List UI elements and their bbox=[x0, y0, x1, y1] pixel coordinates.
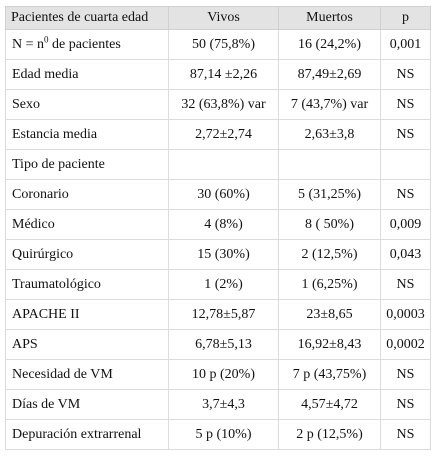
cell-alive: 4 (8%) bbox=[168, 209, 279, 240]
row-label-text: Sexo bbox=[12, 96, 40, 112]
row-label-text: Coronario bbox=[12, 186, 69, 202]
table-row: Estancia media 2,72±2,74 2,63±3,8 NS bbox=[5, 119, 431, 150]
cell-p-value: 0,0002 bbox=[380, 329, 431, 360]
row-label: Estancia media bbox=[5, 119, 169, 150]
table-row: Días de VM 3,7±4,3 4,57±4,72 NS bbox=[5, 389, 431, 420]
table-row: Tipo de paciente bbox=[5, 149, 431, 180]
cell-p-value: NS bbox=[380, 119, 431, 150]
row-label-text: Traumatológico bbox=[12, 276, 101, 292]
table-row: APACHE II 12,78±5,87 23±8,65 0,0003 bbox=[5, 299, 431, 330]
row-label: N = n0 de pacientes bbox=[5, 29, 169, 60]
cell-p-value: 0,001 bbox=[380, 29, 431, 60]
table-header: Pacientes de cuarta edad Vivos Muertos p bbox=[5, 6, 431, 30]
cell-p-value: NS bbox=[380, 59, 431, 90]
row-label-text: Estancia media bbox=[12, 126, 98, 142]
table-row: Traumatológico 1 (2%) 1 (6,25%) NS bbox=[5, 269, 431, 300]
cell-p-value: NS bbox=[380, 419, 431, 450]
row-label-text: APACHE II bbox=[12, 306, 80, 322]
header-alive: Vivos bbox=[168, 6, 279, 30]
cell-p-value: 0,0003 bbox=[380, 299, 431, 330]
cell-p-value: NS bbox=[380, 269, 431, 300]
cell-alive: 12,78±5,87 bbox=[168, 299, 279, 330]
cell-dead: 16,92±8,43 bbox=[278, 329, 381, 360]
table-row: Sexo 32 (63,8%) var 7 (43,7%) var NS bbox=[5, 89, 431, 120]
row-label: APACHE II bbox=[5, 299, 169, 330]
row-label: Tipo de paciente bbox=[5, 149, 169, 180]
row-label: Días de VM bbox=[5, 389, 169, 420]
cell-alive: 5 p (10%) bbox=[168, 419, 279, 450]
row-label: Depuración extrarrenal bbox=[5, 419, 169, 450]
header-patients: Pacientes de cuarta edad bbox=[5, 6, 169, 30]
row-label-text: Quirúrgico bbox=[12, 246, 74, 262]
row-label-text: Días de VM bbox=[12, 396, 81, 412]
row-label-text: Edad media bbox=[12, 66, 79, 82]
table-row: Necesidad de VM 10 p (20%) 7 p (43,75%) NS bbox=[5, 359, 431, 390]
row-label: Traumatológico bbox=[5, 269, 169, 300]
cell-dead: 7 (43,7%) var bbox=[278, 89, 381, 120]
row-label: Médico bbox=[5, 209, 169, 240]
cell-dead: 5 (31,25%) bbox=[278, 179, 381, 210]
cell-alive bbox=[168, 149, 279, 180]
cell-dead: 7 p (43,75%) bbox=[278, 359, 381, 390]
cell-p-value: NS bbox=[380, 389, 431, 420]
table-row: Coronario 30 (60%) 5 (31,25%) NS bbox=[5, 179, 431, 210]
cell-p-value: 0,009 bbox=[380, 209, 431, 240]
cell-alive: 87,14 ±2,26 bbox=[168, 59, 279, 90]
cell-alive: 30 (60%) bbox=[168, 179, 279, 210]
cell-dead: 2,63±3,8 bbox=[278, 119, 381, 150]
cell-dead: 2 p (12,5%) bbox=[278, 419, 381, 450]
cell-dead: 4,57±4,72 bbox=[278, 389, 381, 420]
cell-p-value bbox=[380, 149, 431, 180]
cell-dead: 87,49±2,69 bbox=[278, 59, 381, 90]
cell-dead: 2 (12,5%) bbox=[278, 239, 381, 270]
row-label-text: Necesidad de VM bbox=[12, 366, 113, 382]
cell-dead: 8 ( 50%) bbox=[278, 209, 381, 240]
cell-dead: 1 (6,25%) bbox=[278, 269, 381, 300]
table-row: N = n0 de pacientes 50 (75,8%) 16 (24,2%) 0… bbox=[5, 29, 431, 60]
cell-alive: 1 (2%) bbox=[168, 269, 279, 300]
row-label-text: N = n bbox=[12, 36, 45, 52]
row-label: Edad media bbox=[5, 59, 169, 90]
cell-alive: 50 (75,8%) bbox=[168, 29, 279, 60]
table-row: Depuración extrarrenal 5 p (10%) 2 p (12,5… bbox=[5, 419, 431, 450]
cell-dead bbox=[278, 149, 381, 180]
cell-p-value: 0,043 bbox=[380, 239, 431, 270]
row-label: Sexo bbox=[5, 89, 169, 120]
table-row: Edad media 87,14 ±2,26 87,49±2,69 NS bbox=[5, 59, 431, 90]
cell-alive: 10 p (20%) bbox=[168, 359, 279, 390]
cell-p-value: NS bbox=[380, 179, 431, 210]
table-body: N = n0 de pacientes 50 (75,8%) 16 (24,2%) 0… bbox=[5, 29, 431, 450]
cell-alive: 2,72±2,74 bbox=[168, 119, 279, 150]
cell-alive: 15 (30%) bbox=[168, 239, 279, 270]
cell-alive: 32 (63,8%) var bbox=[168, 89, 279, 120]
row-label-suffix: de pacientes bbox=[48, 36, 121, 52]
results-table: Pacientes de cuarta edad Vivos Muertos p… bbox=[5, 6, 431, 450]
row-label-text: Médico bbox=[12, 216, 55, 232]
row-label: Coronario bbox=[5, 179, 169, 210]
cell-dead: 16 (24,2%) bbox=[278, 29, 381, 60]
header-dead: Muertos bbox=[278, 6, 381, 30]
row-label: Necesidad de VM bbox=[5, 359, 169, 390]
cell-p-value: NS bbox=[380, 359, 431, 390]
row-label-text: APS bbox=[12, 336, 38, 352]
cell-p-value: NS bbox=[380, 89, 431, 120]
table-row: Quirúrgico 15 (30%) 2 (12,5%) 0,043 bbox=[5, 239, 431, 270]
row-label: APS bbox=[5, 329, 169, 360]
header-row: Pacientes de cuarta edad Vivos Muertos p bbox=[5, 6, 431, 30]
row-label-superscript: 0 bbox=[44, 33, 49, 44]
cell-alive: 3,7±4,3 bbox=[168, 389, 279, 420]
cell-dead: 23±8,65 bbox=[278, 299, 381, 330]
row-label: Quirúrgico bbox=[5, 239, 169, 270]
cell-alive: 6,78±5,13 bbox=[168, 329, 279, 360]
row-label-text: Depuración extrarrenal bbox=[12, 426, 142, 442]
table-row: Médico 4 (8%) 8 ( 50%) 0,009 bbox=[5, 209, 431, 240]
header-p: p bbox=[380, 6, 431, 30]
row-label-text: Tipo de paciente bbox=[12, 156, 105, 172]
table-row: APS 6,78±5,13 16,92±8,43 0,0002 bbox=[5, 329, 431, 360]
